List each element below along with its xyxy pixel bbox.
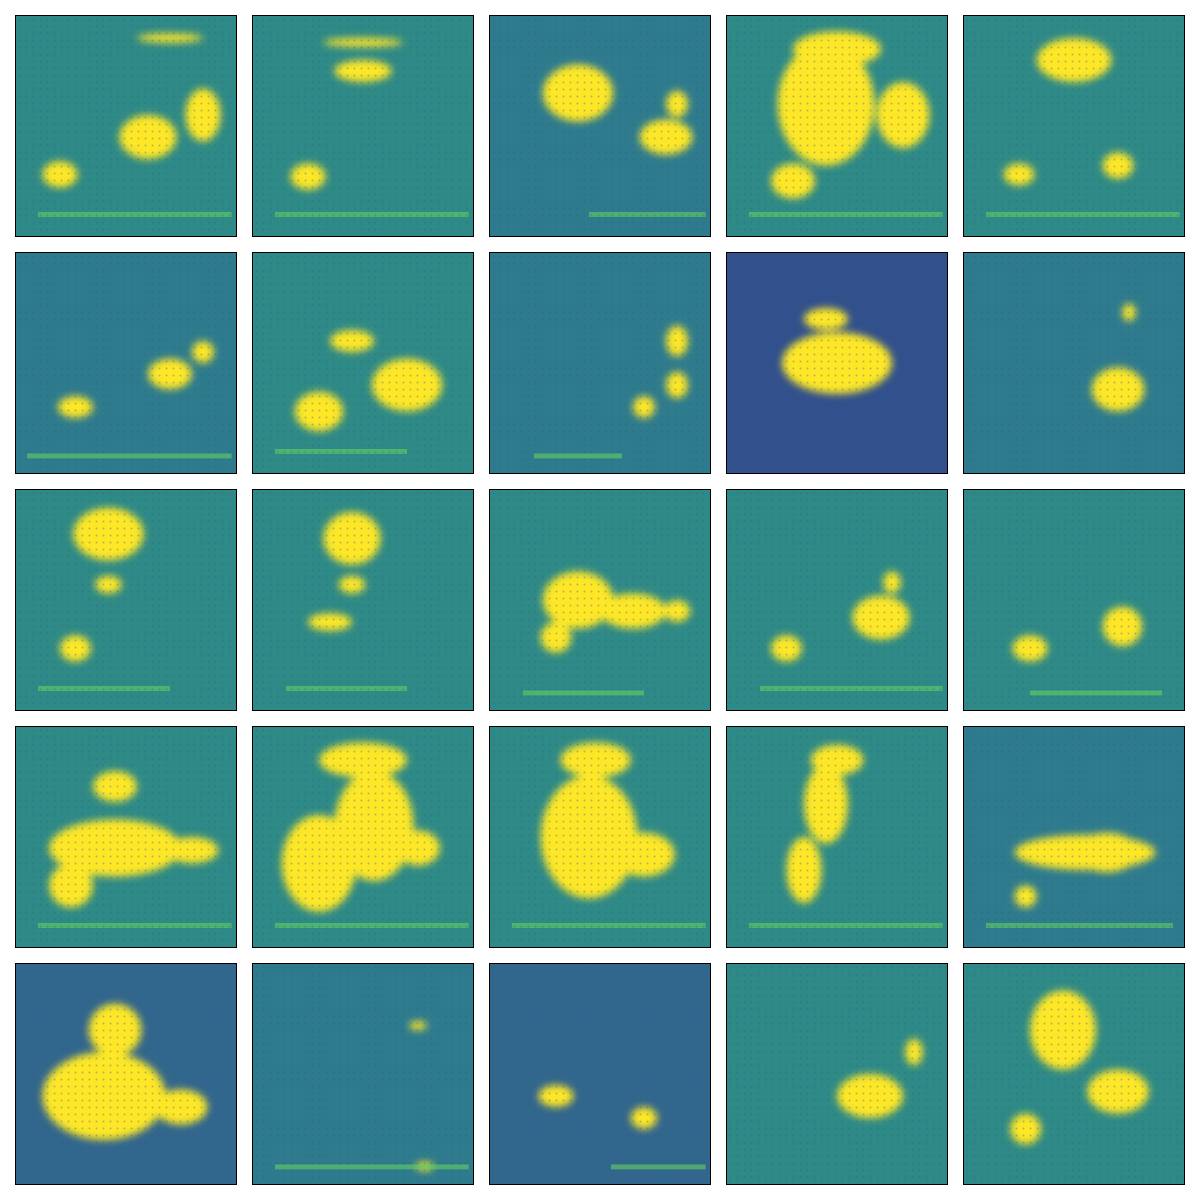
image-panel [489, 963, 711, 1185]
heatmap-image [727, 253, 947, 473]
image-panel [15, 726, 237, 948]
image-panel [963, 252, 1185, 474]
checker-texture [727, 727, 947, 947]
image-panel [15, 252, 237, 474]
image-panel [252, 489, 474, 711]
checker-texture [727, 253, 947, 473]
checker-texture [964, 964, 1184, 1184]
heatmap-image [490, 16, 710, 236]
checker-texture [16, 490, 236, 710]
checker-texture [253, 964, 473, 1184]
heatmap-image [964, 964, 1184, 1184]
image-panel [726, 726, 948, 948]
image-panel [252, 726, 474, 948]
heatmap-image [253, 490, 473, 710]
image-panel [963, 15, 1185, 237]
heatmap-image [727, 727, 947, 947]
checker-texture [490, 490, 710, 710]
checker-texture [964, 253, 1184, 473]
checker-texture [253, 16, 473, 236]
checker-texture [964, 727, 1184, 947]
heatmap-image [964, 490, 1184, 710]
heatmap-image [727, 16, 947, 236]
heatmap-image [16, 727, 236, 947]
checker-texture [727, 964, 947, 1184]
image-panel [489, 489, 711, 711]
checker-texture [964, 490, 1184, 710]
checker-texture [16, 16, 236, 236]
checker-texture [253, 490, 473, 710]
image-panel [15, 15, 237, 237]
heatmap-image [253, 727, 473, 947]
image-panel [252, 252, 474, 474]
image-panel [963, 963, 1185, 1185]
heatmap-image [964, 727, 1184, 947]
heatmap-image [490, 727, 710, 947]
image-panel [489, 252, 711, 474]
heatmap-image [727, 964, 947, 1184]
heatmap-image [490, 253, 710, 473]
image-panel [489, 726, 711, 948]
heatmap-image [16, 490, 236, 710]
heatmap-image [16, 16, 236, 236]
heatmap-image [253, 253, 473, 473]
checker-texture [727, 490, 947, 710]
image-panel [252, 963, 474, 1185]
heatmap-image [490, 964, 710, 1184]
heatmap-image [727, 490, 947, 710]
checker-texture [253, 253, 473, 473]
heatmap-image [964, 16, 1184, 236]
checker-texture [490, 16, 710, 236]
image-panel [963, 726, 1185, 948]
heatmap-image [16, 964, 236, 1184]
image-panel [963, 489, 1185, 711]
checker-texture [727, 16, 947, 236]
image-panel [489, 15, 711, 237]
heatmap-image [253, 964, 473, 1184]
checker-texture [490, 727, 710, 947]
checker-texture [490, 253, 710, 473]
heatmap-image [490, 490, 710, 710]
image-panel [726, 15, 948, 237]
image-panel [726, 252, 948, 474]
heatmap-image [253, 16, 473, 236]
image-panel [726, 489, 948, 711]
checker-texture [16, 964, 236, 1184]
checker-texture [490, 964, 710, 1184]
checker-texture [16, 727, 236, 947]
heatmap-image [16, 253, 236, 473]
image-panel [15, 489, 237, 711]
heatmap-image [964, 253, 1184, 473]
checker-texture [253, 727, 473, 947]
checker-texture [16, 253, 236, 473]
image-panel [15, 963, 237, 1185]
image-panel [252, 15, 474, 237]
image-panel [726, 963, 948, 1185]
checker-texture [964, 16, 1184, 236]
